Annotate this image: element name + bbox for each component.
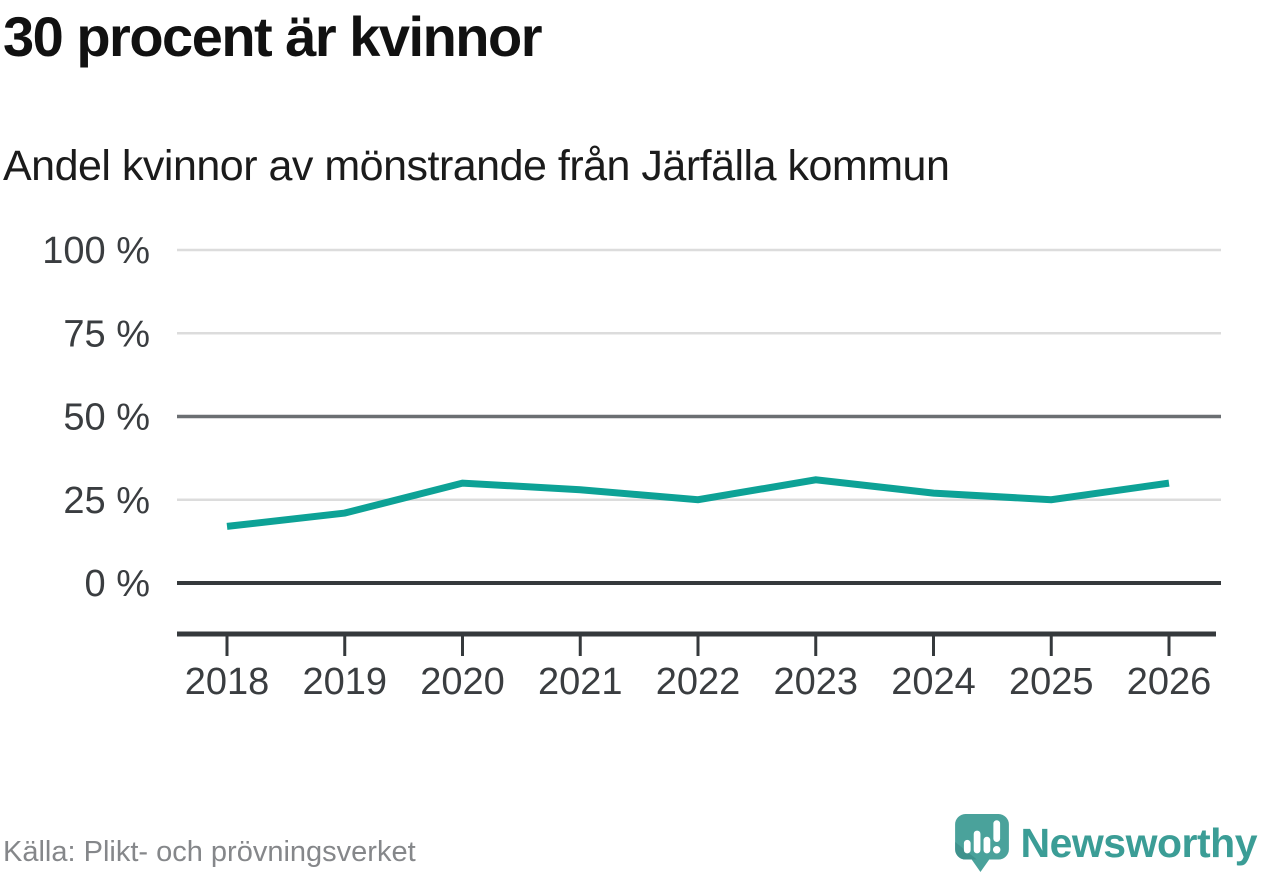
x-tick-label: 2018 (185, 661, 270, 703)
y-tick-label: 25 % (63, 480, 150, 522)
x-tick-label: 2024 (891, 661, 976, 703)
x-tick-label: 2025 (1009, 661, 1094, 703)
x-tick-label: 2026 (1127, 661, 1212, 703)
x-tick-label: 2020 (420, 661, 505, 703)
logo-bubble-shape (954, 814, 1009, 872)
x-tick-label: 2023 (773, 661, 858, 703)
x-tick-label: 2021 (538, 661, 623, 703)
x-tick-label: 2022 (656, 661, 741, 703)
y-tick-label: 100 % (42, 230, 150, 272)
newsworthy-logo-text: Newsworthy (1020, 819, 1258, 866)
chart-title: 30 procent är kvinnor (3, 5, 543, 68)
data-line (226, 476, 1170, 530)
line-chart: 0 % 25 % 50 % 75 % 100 % 2018 2019 2020 2021 2022… (42, 230, 1221, 703)
newsworthy-logo: Newsworthy (954, 813, 1258, 873)
newsworthy-logo-icon (954, 814, 1009, 872)
logo-bar-chart-glyph (963, 820, 1000, 854)
chart-subtitle: Andel kvinnor av mönstrande från Järfäll… (3, 142, 950, 190)
x-tick-label: 2019 (302, 661, 387, 703)
source-note: Källa: Plikt- och prövningsverket (3, 836, 416, 868)
y-tick-label: 75 % (63, 313, 150, 355)
logo-bubble-shade (954, 841, 977, 860)
y-tick-label: 0 % (85, 563, 150, 605)
y-tick-label: 50 % (63, 397, 150, 439)
